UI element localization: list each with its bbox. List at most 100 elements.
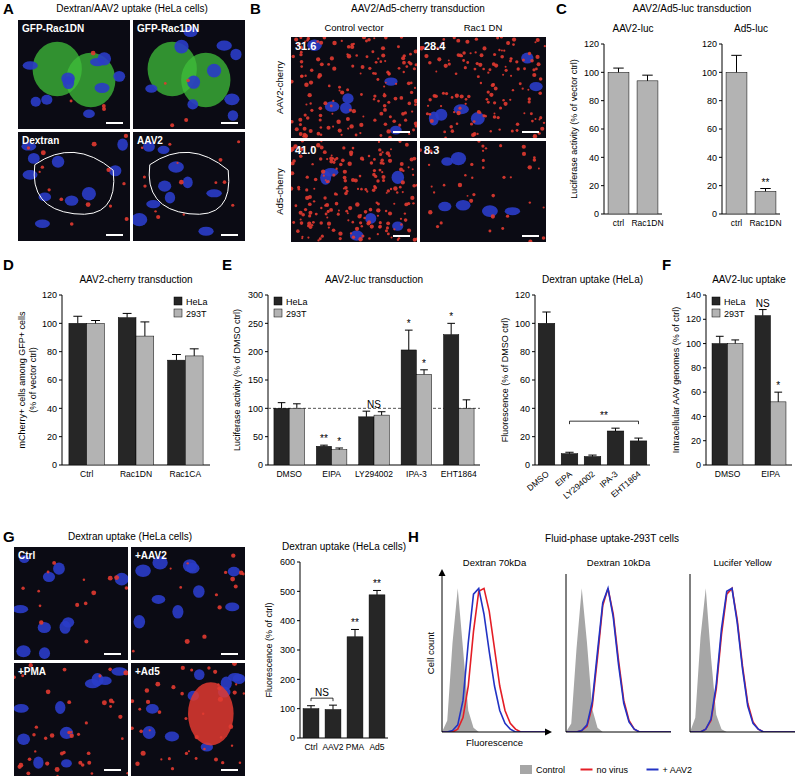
signal [91, 772, 94, 775]
image-label: +Ad5 [135, 666, 160, 677]
micrograph-bg [18, 20, 130, 129]
signal [77, 733, 80, 736]
signal [294, 204, 297, 207]
y-tick [601, 214, 604, 215]
signal [309, 80, 313, 84]
signal [474, 51, 476, 53]
y-tick-label: 60 [520, 375, 530, 385]
signal [307, 236, 309, 238]
nucleus [390, 126, 402, 135]
signal [118, 715, 122, 719]
signal [215, 593, 218, 596]
micrograph-bg [291, 141, 417, 242]
signal [470, 52, 472, 54]
signal [320, 62, 324, 66]
scale-bar [221, 653, 238, 655]
bar [416, 374, 431, 465]
nucleus [83, 109, 95, 118]
signal [490, 130, 492, 132]
error-bar [293, 404, 301, 409]
error-bar [91, 321, 100, 324]
y-tick-label: 0 [258, 460, 263, 470]
nucleus [198, 227, 213, 236]
signal [217, 605, 221, 609]
signal [533, 134, 537, 138]
bar [584, 457, 601, 466]
signal [453, 37, 456, 39]
signal [332, 100, 334, 102]
bar [374, 415, 389, 465]
y-tick-label: 80 [589, 96, 599, 106]
y-tick-label: 100 [702, 68, 717, 78]
signal [317, 239, 319, 241]
y-tick [59, 351, 62, 352]
signal [300, 75, 303, 78]
signal [303, 127, 307, 131]
y-tick [719, 100, 722, 101]
signal [327, 210, 330, 213]
signal [383, 94, 387, 98]
image-label: GFP-Rac1DN [22, 23, 84, 34]
y-tick-label: 600 [280, 557, 295, 567]
signal [355, 134, 358, 137]
signal [108, 668, 112, 672]
signal [308, 214, 311, 217]
y-tick [265, 408, 268, 409]
signal [502, 74, 504, 76]
signal [52, 561, 56, 565]
signal [544, 45, 546, 47]
signal [338, 232, 342, 236]
signal [397, 239, 399, 241]
scale-bar [106, 122, 123, 124]
row-label: AAV2-cherry [274, 61, 285, 114]
signal [386, 151, 390, 155]
signal [131, 699, 134, 703]
signal [443, 184, 446, 187]
signal [410, 91, 413, 94]
signal [325, 213, 328, 216]
signal [404, 202, 408, 206]
signal [185, 639, 190, 644]
signal [528, 240, 532, 242]
nucleus [14, 605, 28, 613]
signal [28, 757, 32, 761]
x-tick-label: IPA-3 [406, 469, 427, 479]
y-tick [601, 129, 604, 130]
signal [408, 61, 411, 64]
signal [368, 67, 371, 70]
signal [304, 82, 308, 86]
signal [388, 211, 392, 215]
signal [494, 113, 496, 115]
plot-area [608, 68, 658, 214]
signal [364, 188, 367, 191]
y-tick-label: 40 [47, 404, 57, 414]
signal [414, 87, 416, 89]
annotation: * [449, 311, 453, 322]
x-tick-label: PMA [346, 742, 365, 752]
signal [341, 159, 345, 163]
signal [301, 213, 305, 217]
signal [464, 66, 467, 69]
nucleus [206, 189, 221, 197]
signal [380, 134, 383, 137]
signal [435, 71, 437, 73]
signal [543, 206, 545, 208]
signal [386, 192, 388, 194]
y-tick [265, 351, 268, 352]
signal [398, 67, 401, 70]
annotation: ** [762, 177, 770, 188]
micrograph-bg [133, 132, 245, 241]
signal [476, 62, 479, 65]
y-tick [297, 650, 300, 651]
y-tick-label: 20 [691, 436, 701, 446]
signal [493, 53, 496, 56]
signal [368, 237, 371, 240]
signal [299, 37, 302, 39]
signal [141, 146, 144, 149]
y-tick [532, 380, 535, 381]
plot-area [566, 588, 671, 732]
signal [320, 126, 323, 129]
axis-arrow [545, 729, 552, 736]
y-tick [601, 185, 604, 186]
y-tick-label: 0 [525, 460, 530, 470]
